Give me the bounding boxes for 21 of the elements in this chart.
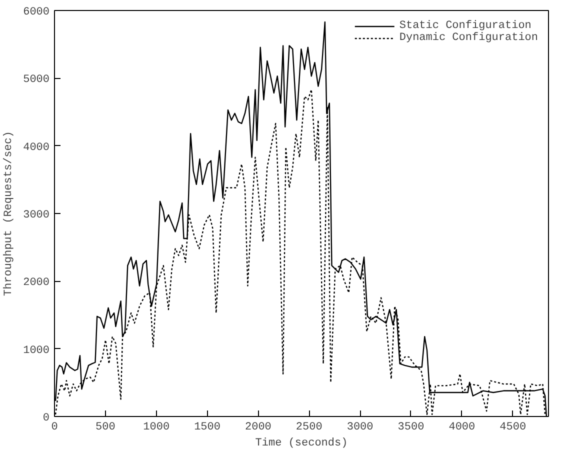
x-tick-label: 500: [96, 422, 116, 434]
x-tick-label: 4000: [448, 422, 476, 434]
y-tick-label: 6000: [23, 6, 50, 18]
x-tick-label: 2500: [296, 422, 322, 434]
y-tick-label: 5000: [23, 74, 50, 86]
x-tick-label: 3500: [398, 422, 424, 434]
x-tick-label: 2000: [245, 422, 272, 434]
x-tick-label: 1500: [194, 422, 220, 434]
y-tick-label: 1000: [23, 344, 50, 357]
x-tick-label: 0: [51, 422, 58, 434]
x-tick-label: 1000: [143, 422, 170, 434]
x-tick-label: 4500: [500, 422, 526, 434]
x-axis-title: Time (seconds): [255, 438, 348, 450]
legend-label: Static Configuration: [399, 20, 532, 32]
y-tick-label: 0: [42, 412, 50, 424]
y-tick-label: 3000: [23, 210, 50, 222]
x-tick-label: 3000: [346, 422, 374, 434]
y-axis-title: Throughput (Requests/sec): [3, 130, 16, 296]
legend-label: Dynamic Configuration: [399, 32, 538, 44]
y-tick-label: 4000: [23, 142, 50, 154]
y-tick-label: 2000: [23, 277, 50, 290]
